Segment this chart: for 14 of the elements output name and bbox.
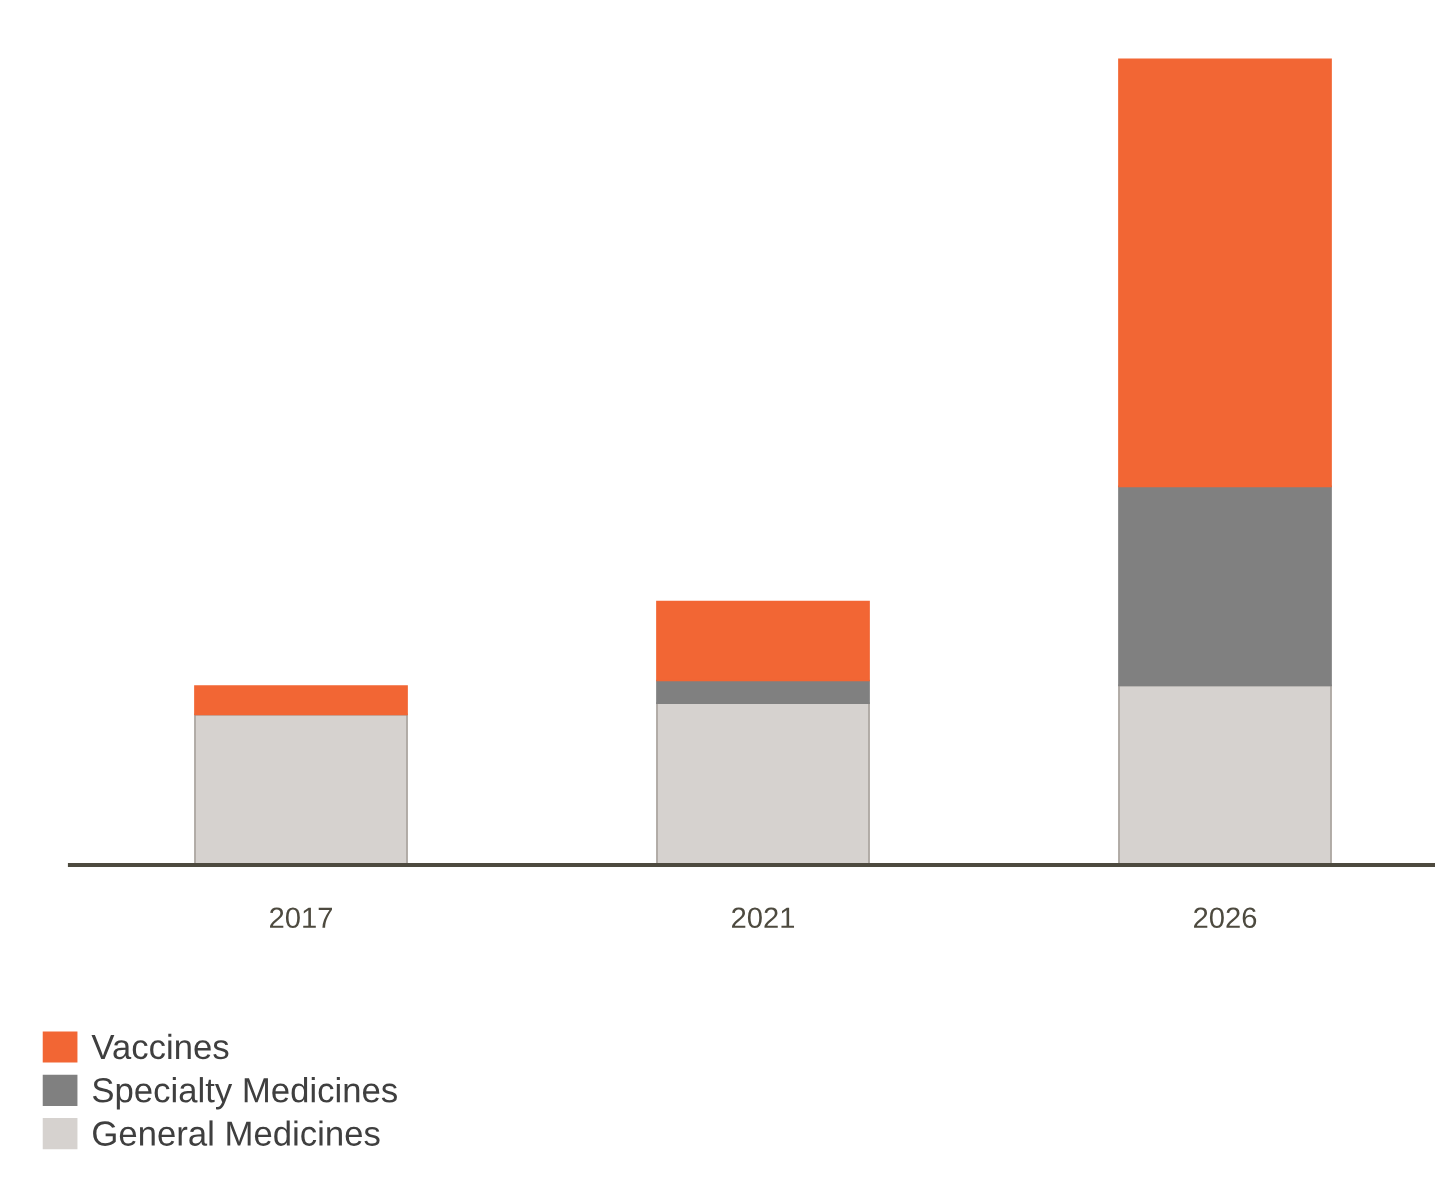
legend-label: Vaccines: [91, 1033, 229, 1060]
bar: [656, 600, 870, 682]
bar: [656, 679, 870, 704]
bar: [1118, 684, 1332, 865]
legend-label: General Medicines: [93, 1120, 380, 1146]
bar: [656, 702, 870, 865]
legend-label: Specialty Medicines: [92, 1077, 397, 1110]
x-tick-label: 2017: [270, 907, 332, 929]
bar: [1118, 485, 1332, 687]
bar: [194, 685, 408, 716]
bar: [194, 713, 408, 865]
bar: [1118, 58, 1332, 488]
x-tick-label: 2021: [732, 907, 795, 929]
x-tick-label: 2026: [1194, 907, 1257, 929]
